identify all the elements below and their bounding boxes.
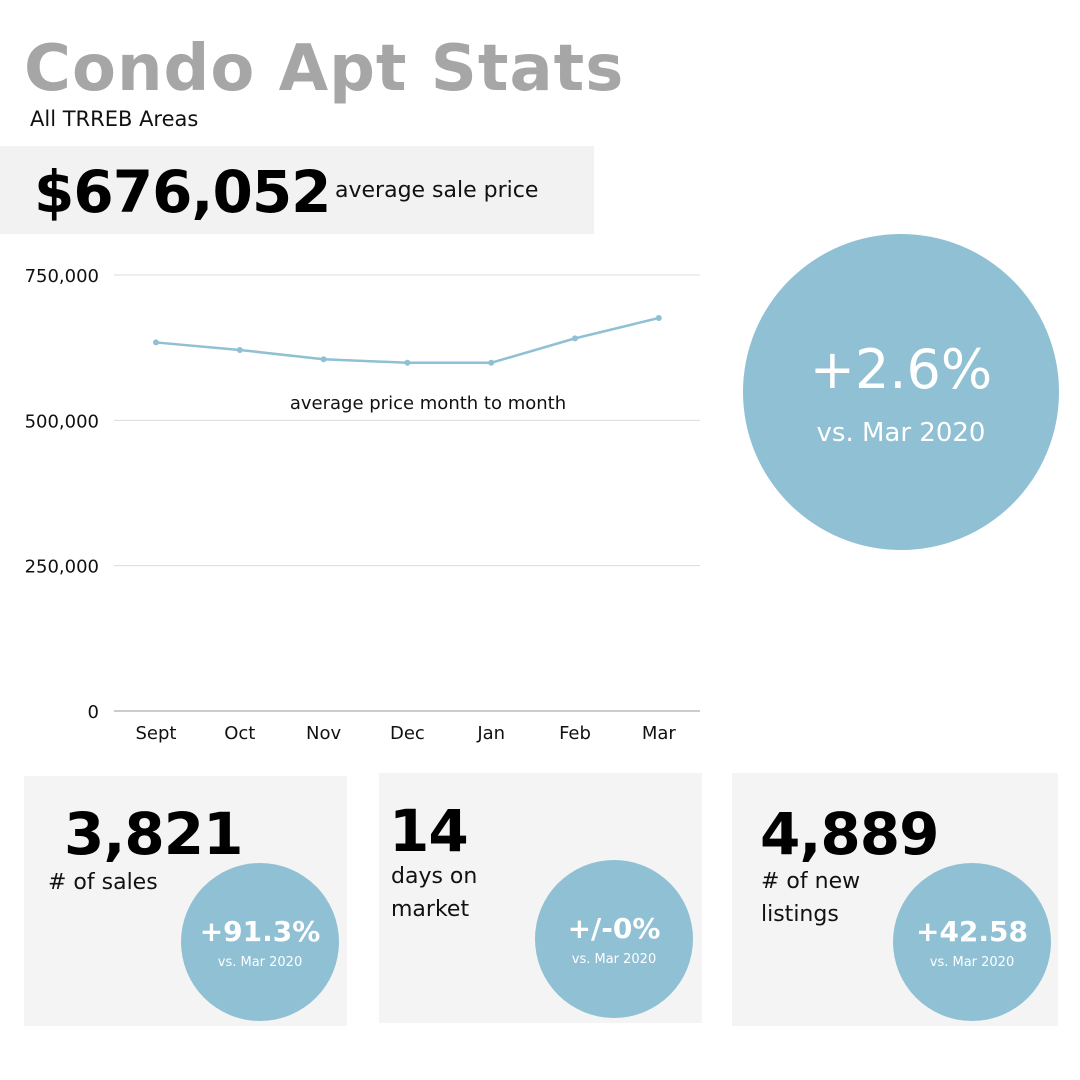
new-listings-change-comparison: vs. Mar 2020 <box>929 955 1015 970</box>
x-tick-label: Dec <box>390 723 425 744</box>
sales-change-circle: +91.3% vs. Mar 2020 <box>181 863 339 1021</box>
sales-label: # of sales <box>48 866 158 899</box>
data-point <box>572 335 578 342</box>
data-point <box>236 346 243 353</box>
price-line-chart: 0 250,000 500,000 750,000 Sept Oct Nov Dec Jan Fe… <box>25 266 700 744</box>
y-tick-label: 500,000 <box>25 411 99 432</box>
x-tick-label: Feb <box>559 723 591 744</box>
new-listings-value: 4,889 <box>760 800 939 868</box>
series-line <box>155 316 660 365</box>
new-listings-change-circle: +42.58 vs. Mar 2020 <box>893 863 1051 1021</box>
x-tick-label: Mar <box>642 723 677 744</box>
chart-annotation: average price month to month <box>290 393 566 414</box>
x-tick-label: Oct <box>224 723 255 744</box>
yoy-change-percent: +2.6% <box>809 338 993 401</box>
days-on-market-label: days on market <box>391 860 477 926</box>
days-on-market-change-comparison: vs. Mar 2020 <box>571 952 657 967</box>
new-listings-label: # of new listings <box>761 865 860 931</box>
sales-label-line: # of sales <box>48 870 158 895</box>
sales-change-percent: +91.3% <box>199 915 321 948</box>
days-on-market-label-line: days on <box>391 864 478 889</box>
page-subtitle: All TRREB Areas <box>30 107 199 131</box>
average-price-value: $676,052 <box>34 158 332 226</box>
y-tick-label: 750,000 <box>25 266 99 287</box>
sales-value: 3,821 <box>64 800 243 868</box>
x-tick-label: Jan <box>476 723 505 744</box>
data-point <box>320 356 327 363</box>
new-listings-label-line: # of new <box>761 869 861 894</box>
data-point <box>655 314 662 321</box>
y-tick-label: 250,000 <box>25 557 99 578</box>
yoy-change-comparison: vs. Mar 2020 <box>816 418 986 448</box>
days-on-market-change-circle: +/-0% vs. Mar 2020 <box>535 860 693 1018</box>
data-point <box>153 339 159 346</box>
data-point <box>404 359 411 366</box>
average-price-caption: average sale price <box>335 178 539 203</box>
yoy-change-circle: +2.6% vs. Mar 2020 <box>743 234 1059 550</box>
x-tick-label: Sept <box>136 723 177 744</box>
days-on-market-label-line: market <box>391 897 470 922</box>
average-price-panel <box>0 146 594 234</box>
days-on-market-value: 14 <box>389 797 469 865</box>
days-on-market-change-percent: +/-0% <box>567 912 661 945</box>
new-listings-label-line: listings <box>761 902 839 927</box>
sales-card: 3,821 # of sales +91.3% vs. Mar 2020 <box>24 776 347 1026</box>
new-listings-change-percent: +42.58 <box>915 915 1029 948</box>
data-point <box>488 359 495 366</box>
page-title: Condo Apt Stats <box>24 32 625 106</box>
new-listings-card: 4,889 # of new listings +42.58 vs. Mar 2… <box>732 773 1058 1026</box>
sales-change-comparison: vs. Mar 2020 <box>217 955 303 970</box>
y-tick-label: 0 <box>88 702 99 723</box>
days-on-market-card: 14 days on market +/-0% vs. Mar 2020 <box>379 773 702 1023</box>
x-tick-label: Nov <box>306 723 341 744</box>
